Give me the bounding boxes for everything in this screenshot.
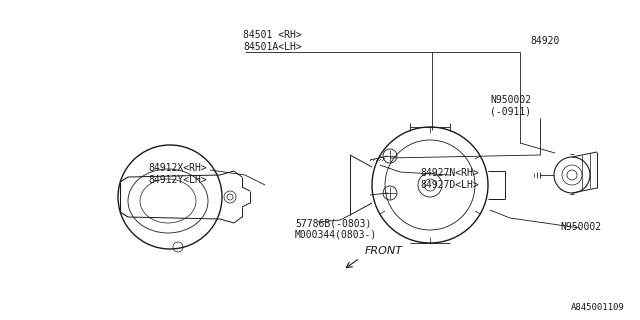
Text: 84501 <RH>
84501A<LH>: 84501 <RH> 84501A<LH>: [243, 30, 301, 52]
Text: A845001109: A845001109: [572, 303, 625, 312]
Text: FRONT: FRONT: [365, 246, 403, 256]
Text: N950002
(-0911): N950002 (-0911): [490, 95, 531, 116]
Text: 84927N<RH>
84927D<LH>: 84927N<RH> 84927D<LH>: [420, 168, 479, 189]
Text: 84920: 84920: [530, 36, 559, 46]
Text: 84912X<RH>
84912Y<LH>: 84912X<RH> 84912Y<LH>: [148, 163, 207, 185]
Text: 57786B(-0803)
M000344(0803-): 57786B(-0803) M000344(0803-): [295, 218, 377, 240]
Text: N950002: N950002: [560, 222, 601, 232]
